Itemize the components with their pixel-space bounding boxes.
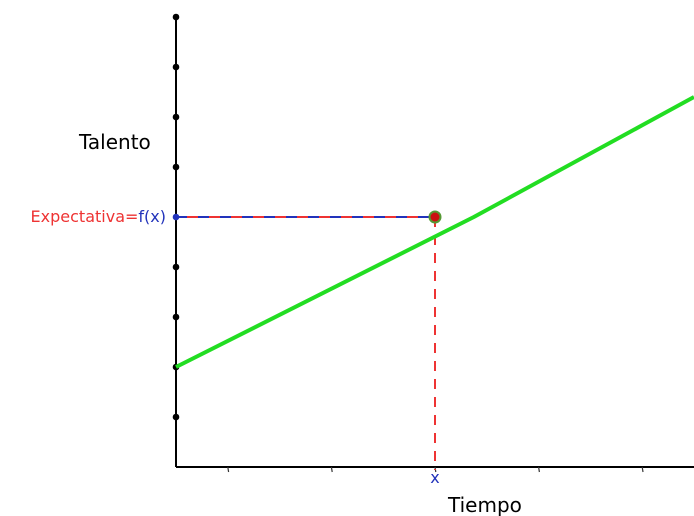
series-line — [175, 95, 694, 369]
x-tick-mark — [538, 466, 540, 473]
y-tick-mark — [172, 263, 180, 271]
highlighted-point — [428, 210, 442, 224]
y-tick-mark — [172, 163, 180, 171]
x-marker-label: x — [430, 468, 439, 487]
y-tick-mark — [172, 13, 180, 21]
expectativa-label: Expectativa= — [31, 207, 139, 226]
points-layer — [428, 210, 442, 224]
y-tick-mark — [172, 63, 180, 71]
y-axis-label: Talento — [78, 130, 151, 154]
fx-label: f(x) — [138, 207, 166, 226]
x-tick-mark — [227, 466, 230, 473]
y-tick-mark — [172, 113, 180, 121]
expectativa-annotation: Expectativa=f(x) — [31, 207, 166, 226]
y-tick-mark — [172, 413, 180, 421]
x-tick-mark — [641, 466, 644, 473]
guides — [176, 216, 436, 470]
x-tick-mark — [330, 466, 333, 473]
y-tick-mark — [172, 313, 180, 321]
x-axis-label: Tiempo — [447, 493, 522, 516]
series-layer — [175, 95, 694, 369]
y-ticks — [172, 13, 180, 421]
